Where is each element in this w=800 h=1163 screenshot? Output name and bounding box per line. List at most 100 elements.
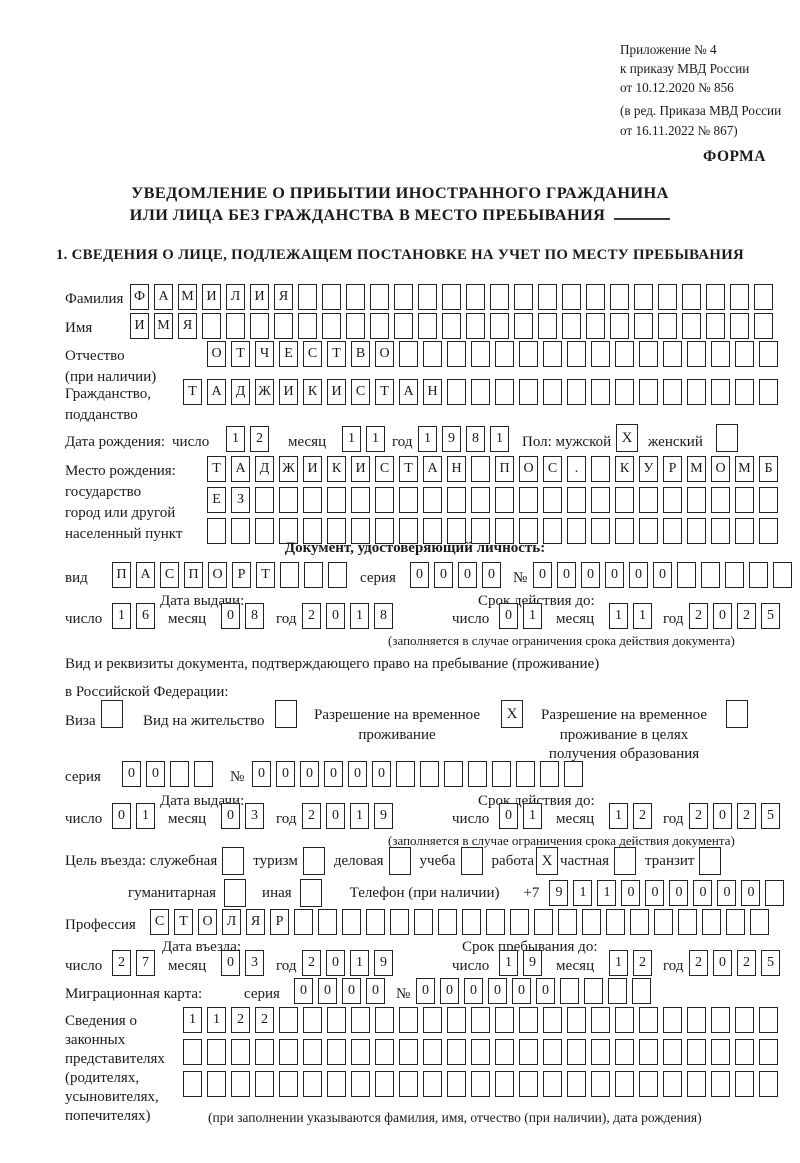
cells-givenname-cell[interactable]: Я [178,313,197,339]
cells-valid-day-cell[interactable]: 0 [499,603,518,629]
cells-patronymic-cell[interactable] [495,341,514,367]
cells-citizenship-cell[interactable] [663,379,682,405]
cells-birthplace-2-cell[interactable] [255,487,274,513]
cells-birthplace-1-cell[interactable]: О [519,456,538,482]
cells-res-number-cell[interactable] [492,761,511,787]
cells-surname-cell[interactable] [514,284,533,310]
cells-representatives-3-cell[interactable] [663,1071,682,1097]
cells-doc-number-cell[interactable] [773,562,792,588]
cells-representatives-2-cell[interactable] [279,1039,298,1065]
cells-citizenship-cell[interactable]: И [327,379,346,405]
cells-stay-year-cell[interactable]: 2 [737,950,756,976]
cells-representatives-1-cell[interactable] [399,1007,418,1033]
cells-res-valid-day-cell[interactable]: 1 [523,803,542,829]
cells-phone-cell[interactable] [765,880,785,906]
cells-res-series-cell[interactable]: 0 [122,761,141,787]
cells-surname-cell[interactable]: А [154,284,173,310]
cells-res-issue-day-cell[interactable]: 1 [136,803,155,829]
cells-valid-year-cell[interactable]: 0 [713,603,732,629]
checkbox-residence-permit[interactable] [275,700,297,728]
cells-valid-year-cell[interactable]: 2 [689,603,708,629]
cells-phone-cell[interactable]: 0 [645,880,665,906]
cells-profession-cell[interactable]: Я [246,909,265,935]
checkbox-sex-female[interactable] [716,424,738,452]
cells-birthplace-1-cell[interactable] [591,456,610,482]
cells-birthplace-3-cell[interactable] [351,518,370,544]
cells-representatives-2-cell[interactable] [303,1039,322,1065]
cells-givenname-cell[interactable] [394,313,413,339]
cells-citizenship-cell[interactable] [519,379,538,405]
cells-profession-cell[interactable] [510,909,529,935]
cells-surname-cell[interactable] [754,284,773,310]
cells-representatives-1-cell[interactable] [687,1007,706,1033]
cells-givenname-cell[interactable]: И [130,313,149,339]
cells-representatives-1-cell[interactable]: 1 [207,1007,226,1033]
cells-givenname-cell[interactable] [730,313,749,339]
cells-givenname-cell[interactable] [298,313,317,339]
cells-birthplace-3-cell[interactable] [567,518,586,544]
cells-profession-cell[interactable] [558,909,577,935]
cells-birthplace-1-cell[interactable]: С [375,456,394,482]
cells-patronymic-cell[interactable] [711,341,730,367]
cells-givenname-cell[interactable] [442,313,461,339]
cells-profession-cell[interactable] [630,909,649,935]
cells-patronymic-cell[interactable]: О [207,341,226,367]
cells-birthplace-3-cell[interactable] [639,518,658,544]
cells-representatives-3-cell[interactable] [303,1071,322,1097]
cells-givenname-cell[interactable] [754,313,773,339]
cells-mc-number-cell[interactable]: 0 [416,978,435,1004]
cells-profession-cell[interactable] [726,909,745,935]
cells-birth-year-cell[interactable]: 1 [418,426,437,452]
cells-res-valid-year-cell[interactable]: 2 [737,803,756,829]
cells-birthplace-3-cell[interactable] [687,518,706,544]
cells-representatives-1-cell[interactable] [279,1007,298,1033]
cells-birthplace-1-cell[interactable]: . [567,456,586,482]
cells-doc-type-cell[interactable]: Р [232,562,251,588]
cells-givenname-cell[interactable] [466,313,485,339]
cells-givenname-cell[interactable] [610,313,629,339]
cells-representatives-3-cell[interactable] [423,1071,442,1097]
cells-stay-day-cell[interactable]: 1 [499,950,518,976]
cells-representatives-3-cell[interactable] [639,1071,658,1097]
cells-birthplace-2-cell[interactable]: З [231,487,250,513]
cells-doc-type-cell[interactable] [280,562,299,588]
cells-patronymic-cell[interactable] [615,341,634,367]
checkbox-temp-residence[interactable]: X [501,700,523,728]
cells-valid-month-cell[interactable]: 1 [609,603,628,629]
cells-res-number-cell[interactable]: 0 [372,761,391,787]
cells-profession-cell[interactable] [318,909,337,935]
cells-doc-number-cell[interactable]: 0 [653,562,672,588]
cells-representatives-1-cell[interactable] [519,1007,538,1033]
cells-birthplace-1-cell[interactable]: К [615,456,634,482]
cells-birthplace-2-cell[interactable] [399,487,418,513]
cells-patronymic-cell[interactable] [543,341,562,367]
cells-patronymic-cell[interactable] [399,341,418,367]
cells-representatives-3-cell[interactable] [591,1071,610,1097]
cells-phone-cell[interactable]: 9 [549,880,569,906]
cells-patronymic-cell[interactable] [639,341,658,367]
cells-representatives-3-cell[interactable] [279,1071,298,1097]
cells-issue-day-cell[interactable]: 1 [112,603,131,629]
cells-citizenship-cell[interactable]: С [351,379,370,405]
cells-representatives-1-cell[interactable]: 2 [231,1007,250,1033]
cells-representatives-1-cell[interactable] [591,1007,610,1033]
cells-birthplace-1-cell[interactable]: Р [663,456,682,482]
cells-issue-month-cell[interactable]: 8 [245,603,264,629]
cells-representatives-3-cell[interactable] [567,1071,586,1097]
cells-surname-cell[interactable]: М [178,284,197,310]
cells-birthplace-2-cell[interactable] [519,487,538,513]
cells-profession-cell[interactable] [654,909,673,935]
cells-doc-type-cell[interactable] [304,562,323,588]
cells-surname-cell[interactable] [370,284,389,310]
checkbox-purpose-tourism[interactable] [302,847,325,875]
cells-mc-number-cell[interactable]: 0 [536,978,555,1004]
cells-patronymic-cell[interactable] [591,341,610,367]
cells-birthplace-3-cell[interactable] [711,518,730,544]
cells-issue-month-cell[interactable]: 0 [221,603,240,629]
cells-surname-cell[interactable] [562,284,581,310]
cells-representatives-2-cell[interactable] [735,1039,754,1065]
cells-res-number-cell[interactable]: 0 [276,761,295,787]
cells-patronymic-cell[interactable] [663,341,682,367]
cells-entry-year-cell[interactable]: 0 [326,950,345,976]
cells-stay-year-cell[interactable]: 5 [761,950,780,976]
